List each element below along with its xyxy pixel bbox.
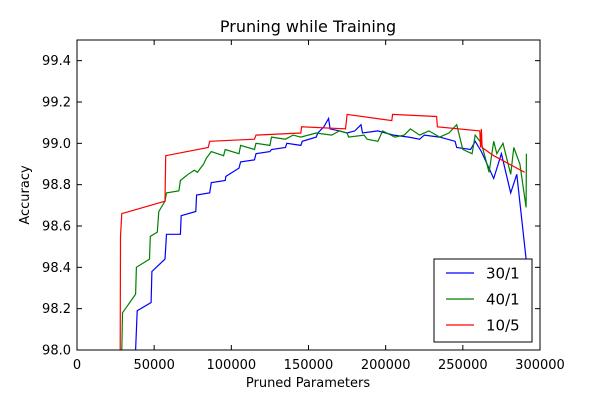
y-tick-label-0: 98.0 bbox=[42, 344, 71, 359]
legend-label-10-5: 10/5 bbox=[486, 317, 520, 335]
y-axis-title: Accuracy bbox=[18, 165, 33, 225]
x-tick-label-1: 50000 bbox=[133, 358, 174, 373]
series-line-40-1 bbox=[121, 123, 528, 351]
legend-label-40-1: 40/1 bbox=[486, 291, 520, 309]
y-tick-label-2: 98.4 bbox=[42, 261, 71, 276]
x-tick-label-3: 150000 bbox=[284, 358, 334, 373]
series-layer bbox=[119, 113, 528, 351]
y-tick-label-5: 99.0 bbox=[42, 137, 71, 152]
x-tick-label-2: 100000 bbox=[207, 358, 257, 373]
y-tick-label-1: 98.2 bbox=[42, 302, 71, 317]
legend-items: 30/1 40/1 10/5 bbox=[446, 265, 520, 335]
y-tick-label-3: 98.6 bbox=[42, 220, 71, 235]
x-tick-label-4: 200000 bbox=[361, 358, 411, 373]
legend-label-30-1: 30/1 bbox=[486, 265, 520, 283]
tick-layer: 0 50000 100000 150000 200000 250000 300000 98.0… bbox=[42, 40, 565, 373]
x-tick-label-6: 300000 bbox=[515, 358, 565, 373]
x-tick-label-0: 0 bbox=[73, 358, 81, 373]
series-line-30-1 bbox=[135, 116, 527, 351]
y-tick-label-4: 98.8 bbox=[42, 178, 71, 193]
plot-frame bbox=[76, 39, 541, 351]
chart-title: Pruning while Training bbox=[220, 17, 396, 36]
x-axis-title: Pruned Parameters bbox=[246, 376, 370, 391]
y-tick-label-7: 99.4 bbox=[42, 54, 71, 69]
legend: 30/1 40/1 10/5 bbox=[433, 258, 533, 343]
y-tick-label-6: 99.2 bbox=[42, 96, 71, 111]
series-line-10-5 bbox=[119, 113, 525, 351]
x-tick-label-5: 250000 bbox=[438, 358, 488, 373]
